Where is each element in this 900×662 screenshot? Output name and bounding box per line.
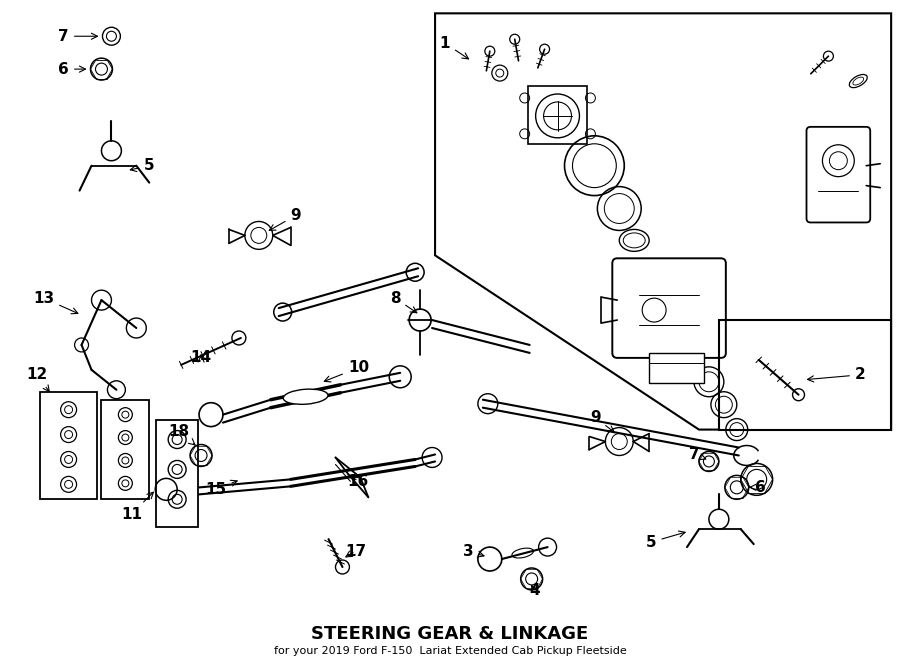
Text: 14: 14 [191, 350, 211, 365]
Bar [649, 353, 704, 383]
Text: 15: 15 [205, 481, 237, 497]
Text: 11: 11 [121, 492, 153, 522]
Text: 7: 7 [688, 447, 706, 462]
Text: 4: 4 [529, 583, 540, 598]
Text: 12: 12 [26, 367, 50, 391]
Text: 5: 5 [130, 158, 155, 173]
Text: 6: 6 [750, 480, 766, 495]
Text: 1: 1 [440, 36, 469, 59]
Ellipse shape [284, 389, 328, 404]
Text: 10: 10 [324, 360, 369, 382]
Bar [40, 392, 97, 499]
Text: STEERING GEAR & LINKAGE: STEERING GEAR & LINKAGE [311, 625, 589, 643]
Text: 8: 8 [390, 291, 417, 313]
Text: 2: 2 [807, 367, 866, 383]
Text: 3: 3 [463, 544, 484, 559]
Text: 18: 18 [168, 424, 195, 445]
Text: for your 2019 Ford F-150  Lariat Extended Cab Pickup Fleetside: for your 2019 Ford F-150 Lariat Extended… [274, 645, 626, 655]
Bar [157, 420, 198, 527]
Text: 13: 13 [33, 291, 78, 314]
Text: 6: 6 [58, 62, 86, 77]
Text: 9: 9 [590, 410, 614, 432]
Bar [102, 400, 149, 499]
Polygon shape [719, 320, 891, 430]
Bar [527, 86, 588, 144]
Text: 5: 5 [646, 531, 685, 549]
Text: 9: 9 [269, 208, 301, 230]
Text: 16: 16 [347, 474, 369, 489]
Text: 7: 7 [58, 28, 97, 44]
Polygon shape [435, 13, 891, 430]
Text: 17: 17 [345, 544, 366, 559]
